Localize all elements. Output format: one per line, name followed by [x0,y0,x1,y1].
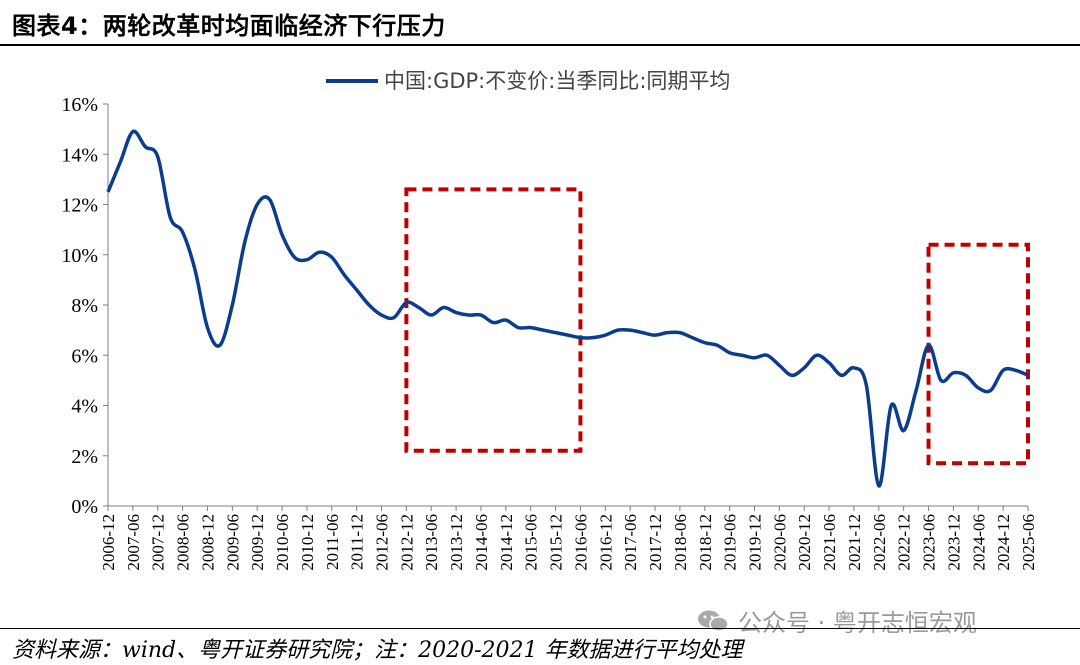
x-tick-label: 2022-12 [895,514,914,571]
y-tick-label: 16% [61,94,98,116]
y-tick-label: 0% [71,496,98,518]
x-tick-label: 2012-12 [397,514,416,571]
series-line [106,129,1029,488]
highlight-box [404,187,583,453]
top-rule [0,44,1080,46]
x-tick-label: 2016-12 [596,514,615,571]
chart-title: 图表4：两轮改革时均面临经济下行压力 [12,12,446,40]
y-tick-label: 2% [71,446,98,468]
bottom-rule [0,628,1080,629]
gdp-line-chart: 0%2%4%6%8%10%12%14%16% 2006-12 2007-06 200… [61,69,1038,571]
x-tick-label: 2019-06 [721,514,740,571]
x-tick-label: 2018-12 [696,514,715,571]
highlight-boxes [404,187,1030,466]
x-tick-label: 2007-06 [124,514,143,571]
x-tick-label: 2011-06 [323,514,342,570]
x-tick-label: 2024-06 [969,514,988,571]
x-tick-label: 2013-06 [422,514,441,571]
x-tick-label: 2010-06 [273,514,292,571]
x-tick-label: 2023-06 [920,514,939,571]
highlight-box [926,242,1030,466]
y-tick-label: 10% [61,245,98,267]
x-tick-label: 2009-12 [248,514,267,571]
y-tick-label: 4% [71,396,98,418]
x-tick-label: 2015-12 [547,514,566,571]
x-tick-label: 2022-06 [870,514,889,571]
x-tick-label: 2021-06 [820,514,839,571]
x-tick-label: 2014-06 [472,514,491,571]
x-tick-label: 2019-12 [745,514,764,571]
x-tick-label: 2023-12 [944,514,963,571]
y-tick-label: 6% [71,345,98,367]
legend: 中国:GDP:不变价:当季同比:同期平均 [326,69,730,93]
x-tick-label: 2017-06 [621,514,640,571]
wechat-icon [698,610,729,632]
x-axis-ticks: 2006-12 2007-06 2007-12 2008-06 2008-12 2009-… [99,506,1038,571]
x-tick-label: 2009-06 [223,514,242,571]
x-tick-label: 2015-06 [522,514,541,571]
x-tick-label: 2021-12 [845,514,864,571]
x-tick-label: 2012-06 [373,514,392,571]
x-tick-label: 2010-12 [298,514,317,571]
source-note: 资料来源：wind、粤开证券研究院；注：2020-2021 年数据进行平均处理 [12,638,743,663]
x-tick-label: 2020-12 [795,514,814,571]
x-tick-label: 2020-06 [770,514,789,571]
watermark: 公众号 · 粤开志恒宏观 [696,603,977,638]
x-tick-label: 2013-12 [447,514,466,571]
x-tick-label: 2008-06 [174,514,193,571]
series-lines [106,129,1029,488]
x-tick-label: 2008-12 [198,514,217,571]
x-tick-label: 2018-06 [671,514,690,571]
x-tick-label: 2017-12 [646,514,665,571]
axes [107,104,1028,507]
watermark-text: 公众号 · 粤开志恒宏观 [738,609,977,637]
x-tick-label: 2016-06 [571,514,590,571]
x-tick-label: 2024-12 [994,514,1013,571]
legend-label: 中国:GDP:不变价:当季同比:同期平均 [384,69,730,93]
x-tick-label: 2006-12 [99,514,118,571]
x-tick-label: 2014-12 [497,514,516,571]
x-tick-label: 2007-12 [149,514,168,571]
x-tick-label: 2011-12 [348,514,367,570]
y-axis-ticks: 0% 2% 4% 6% 8% 10% 12% 14% 16% [61,94,108,518]
x-tick-label: 2025-06 [1019,514,1038,571]
y-tick-label: 12% [61,195,98,217]
y-tick-label: 8% [71,295,98,317]
y-tick-label: 14% [61,144,98,166]
